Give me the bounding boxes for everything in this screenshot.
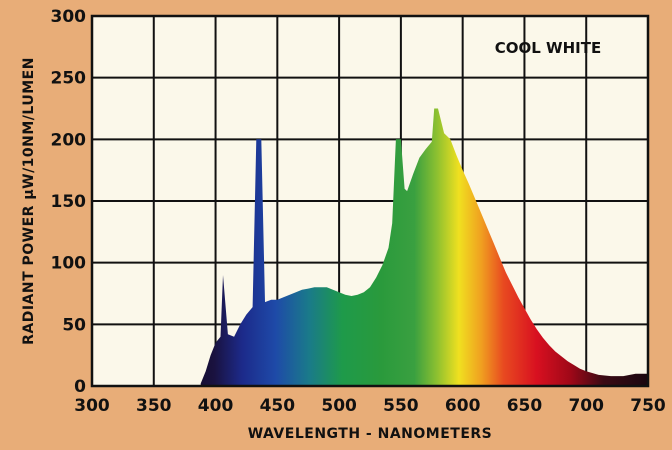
- y-tick-label: 0: [74, 377, 86, 397]
- y-axis-title: RADIANT POWER µW/10NM/LUMEN: [21, 57, 37, 345]
- x-tick-label: 650: [507, 396, 543, 416]
- x-tick-label: 500: [321, 396, 357, 416]
- plot-frame: [90, 14, 650, 388]
- spectrum-area: [200, 108, 648, 386]
- y-tick-label: 150: [51, 192, 87, 212]
- x-tick-label: 350: [136, 396, 172, 416]
- x-tick-labels: 300 350 400 450 500 550 600 650 700 750: [74, 396, 666, 416]
- x-tick-label: 550: [383, 396, 419, 416]
- x-tick-label: 750: [630, 396, 666, 416]
- y-tick-label: 200: [51, 130, 87, 150]
- x-tick-label: 450: [260, 396, 296, 416]
- x-axis-title: WAVELENGTH - NANOMETERS: [248, 426, 493, 442]
- y-tick-label: 100: [51, 254, 87, 274]
- x-tick-label: 400: [198, 396, 234, 416]
- x-tick-label: 700: [568, 396, 604, 416]
- y-tick-label: 250: [51, 69, 87, 89]
- x-tick-label: 600: [445, 396, 481, 416]
- x-tick-label: 300: [74, 396, 110, 416]
- legend-series-name: COOL WHITE: [495, 39, 601, 57]
- y-tick-labels: 0 50 100 150 200 250 300: [51, 7, 87, 397]
- y-tick-label: 300: [51, 7, 87, 27]
- y-tick-label: 50: [62, 315, 86, 335]
